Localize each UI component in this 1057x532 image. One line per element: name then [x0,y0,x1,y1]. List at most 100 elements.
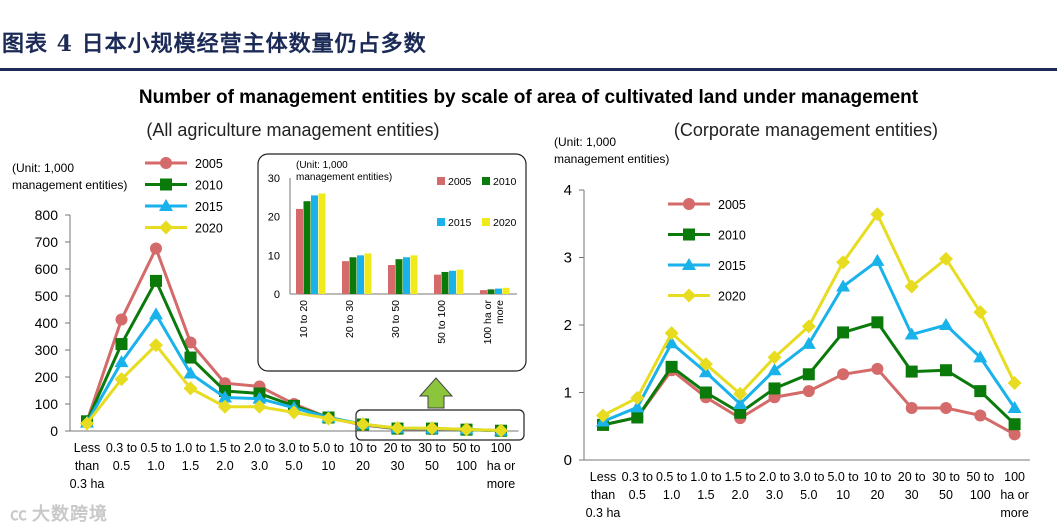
y-tick-label: 400 [35,315,59,331]
data-point-2015 [973,350,988,363]
data-point-2020 [664,326,679,341]
chart-all: (All agriculture management entities) (Un… [12,120,525,491]
legend-item-2020: 2020 [145,220,223,236]
inset-legend-item-2010: 2010 [482,176,517,188]
bar-2020 [364,253,372,294]
data-point-2020 [870,207,885,222]
x-tick-label: 100 [491,441,512,455]
data-point-2020 [218,399,232,414]
data-point-2015 [252,391,267,404]
x-tick-label: 20 [870,488,884,502]
data-point-2015 [870,253,885,266]
x-tick-label: 10 [322,459,336,473]
legend-label: 2010 [718,229,746,243]
data-point-2020 [494,423,508,438]
x-tick-label: 3.0 [766,488,783,502]
x-tick-label: 1.0 [663,488,680,502]
data-point-2015 [698,365,713,378]
legend-item-2020: 2020 [668,288,746,304]
data-point-2015 [149,307,163,320]
inset-legend-swatch [437,177,445,185]
data-point-2020 [596,408,610,423]
inset-x-tick-label: 10 to 20 [298,300,310,338]
header-divider [0,68,1057,71]
series-2020 [596,207,1022,423]
x-tick-label: 2.0 to [759,470,790,484]
legend-item-2015: 2015 [668,258,746,273]
inset-y-tick-label: 0 [274,289,280,301]
x-tick-label: 30 to [932,470,960,484]
data-point-2005 [871,362,884,375]
data-point-2020 [114,372,129,387]
data-point-2010 [837,326,850,339]
x-tick-label: 2.0 to [244,441,275,455]
data-point-2015 [733,396,748,409]
data-point-2020 [698,357,713,372]
data-point-2020 [356,417,370,432]
inset-y-tick-label: 20 [268,212,280,224]
data-point-2010 [184,351,197,364]
data-point-2020 [939,251,953,266]
data-point-2020 [425,421,439,436]
inset-legend-label: 2020 [493,217,517,229]
x-tick-label: 50 [425,459,439,473]
data-point-2010 [905,365,918,378]
legend-item-2010: 2010 [145,178,223,193]
x-tick-label: 1.5 to [209,441,240,455]
data-point-2020 [801,319,816,334]
x-tick-label: 2.0 [732,488,749,502]
x-tick-label: 3.0 to [793,470,824,484]
inset-x-tick-label: more [494,300,506,324]
bar-2005 [480,290,487,294]
bar-2020 [456,269,464,294]
inset-x-tick-label: 100 ha or [482,300,494,345]
inset-legend-label: 2005 [448,176,472,188]
data-point-2005 [905,402,918,415]
data-point-2010 [631,411,644,424]
bar-2010 [349,257,357,294]
inset-legend-label: 2015 [448,217,472,229]
inset-x-tick-label: 50 to 100 [436,300,448,344]
x-tick-label: 3.0 [251,459,268,473]
data-point-2010 [1008,418,1021,431]
data-point-2005 [974,409,987,422]
inset-legend-swatch [482,177,490,185]
data-point-2005 [184,336,197,349]
legend-label: 2020 [195,222,223,236]
x-tick-label: 10 to [349,441,377,455]
y-tick-label: 0 [564,452,572,469]
x-tick-label: 50 [939,488,953,502]
bar-2015 [403,257,410,294]
data-point-2015 [664,336,679,349]
unit-label: management entities) [12,178,127,192]
x-tick-label: 20 to [384,441,412,455]
x-tick-label: ha or [1000,488,1029,502]
highlight-box [355,409,525,441]
y-tick-label: 100 [35,396,59,412]
data-point-2010 [699,386,712,399]
inset-unit-label: management entities) [296,172,392,183]
data-point-2005 [150,242,162,255]
x-tick-label: 5.0 [285,459,302,473]
x-tick-label: more [487,477,516,491]
data-point-2010 [115,338,128,351]
unit-label: management entities) [554,152,669,166]
inset-legend-label: 2010 [493,176,517,188]
x-tick-label: 100 [456,459,477,473]
bar-2020 [318,193,326,294]
x-tick-label: Less [74,441,100,455]
bar-2015 [495,288,502,294]
y-tick-label: 500 [35,288,59,304]
data-point-2010 [974,385,987,398]
watermark-logo-icon: ㏄ [10,505,28,524]
inset-legend-item-2005: 2005 [437,176,472,188]
data-point-2015 [114,355,129,368]
data-point-2015 [904,327,919,340]
page-title: 图表 4 日本小规模经营主体数量仍占多数 [2,31,427,57]
x-tick-label: 0.5 to [140,441,171,455]
inset-x-tick-label: 30 to 50 [390,300,402,338]
legend-marker [159,199,173,211]
legend-marker [682,288,696,303]
x-tick-label: than [75,459,99,473]
